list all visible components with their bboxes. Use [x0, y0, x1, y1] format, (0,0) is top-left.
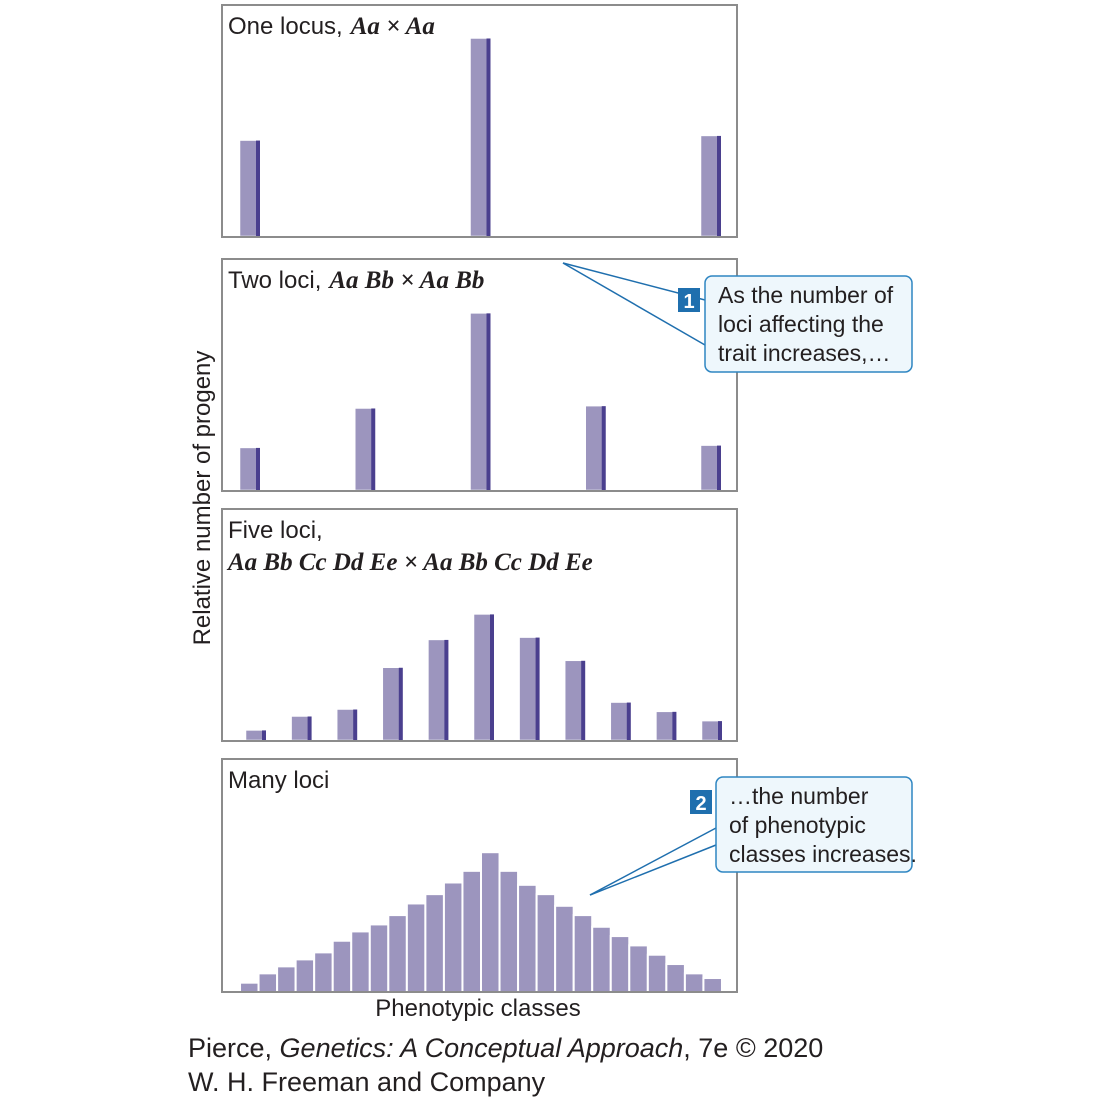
panel-title-text: One locus, [228, 13, 343, 40]
panel-frame [221, 758, 738, 993]
bar [405, 902, 427, 994]
credit-author: Pierce, [188, 1033, 280, 1063]
credit-publisher: W. H. Freeman and Company [188, 1067, 546, 1097]
callout-text: classes increases. [729, 841, 917, 867]
panel-frame [221, 4, 738, 238]
panel-title: Two loci, Aa Bb × Aa Bb [228, 267, 484, 294]
bar-shade [535, 637, 540, 741]
panel-title-text: Five loci, [228, 517, 323, 544]
bar [554, 904, 575, 993]
bar [368, 923, 390, 993]
bar [517, 883, 538, 994]
x-axis-label: Phenotypic classes [375, 995, 580, 1022]
bar [313, 951, 334, 994]
bar [591, 925, 612, 994]
callout-pointer [562, 262, 706, 346]
panel-title: Five loci, Aa Bb Cc Dd Ee × Aa Bb Cc Dd E… [226, 517, 593, 576]
bar-shade [601, 406, 606, 491]
bar-shade [353, 709, 358, 741]
callout-number: 2 [695, 793, 706, 815]
callout-box [715, 776, 913, 873]
panel-cross: Aa × Aa [349, 13, 435, 40]
panel-title: Many loci [228, 767, 329, 794]
callout-text: trait increases,… [718, 340, 891, 366]
bar [498, 869, 520, 994]
panel-title: One locus, Aa × Aa [228, 13, 435, 40]
bar [331, 939, 353, 993]
bar-shade [626, 702, 631, 741]
bar-shade [256, 140, 260, 237]
bar [702, 977, 723, 994]
callout-text: loci affecting the [718, 311, 884, 337]
callout-box [704, 275, 913, 373]
callout-pointer [589, 827, 717, 896]
bar-shade [490, 614, 494, 741]
panel-title-text: Many loci [228, 767, 329, 794]
callout-badge [690, 790, 712, 814]
bar [350, 930, 371, 993]
bar [239, 981, 260, 993]
panel-cross: Aa Bb Cc Dd Ee × Aa Bb Cc Dd Ee [226, 549, 593, 576]
bar [479, 851, 501, 994]
bar-shade [717, 135, 721, 237]
panel-cross: Aa Bb × Aa Bb [327, 267, 484, 294]
credit: Pierce, Genetics: A Conceptual Approach,… [188, 1033, 823, 1063]
bar [276, 965, 297, 993]
bar [387, 914, 408, 993]
bar-shade [486, 313, 491, 491]
bar [665, 963, 686, 993]
callout-pointer [589, 844, 717, 896]
y-axis-label: Relative number of progeny [189, 351, 216, 646]
bar [628, 944, 649, 994]
callout-badge [678, 288, 700, 312]
bar-shade [444, 639, 449, 741]
bar [609, 935, 631, 994]
bar [442, 881, 464, 993]
bar [257, 972, 279, 993]
bar [572, 914, 594, 993]
bar-shade [256, 447, 260, 491]
bar-shade [307, 716, 312, 741]
callout-text: of phenotypic [729, 812, 866, 838]
callout-text: …the number [729, 783, 869, 809]
credit-book: Genetics: A Conceptual Approach [280, 1033, 684, 1063]
bar-shade [398, 667, 403, 741]
bar [424, 893, 445, 994]
panel-title-text: Two loci, [228, 267, 321, 294]
panel-frame [221, 258, 738, 492]
bar-shade [581, 660, 586, 741]
bar [294, 958, 316, 994]
callout-number: 1 [683, 291, 694, 313]
bar-shade [718, 721, 722, 741]
credit-edition: , 7e © 2020 [683, 1033, 823, 1063]
bar [535, 893, 557, 994]
bar [683, 972, 705, 993]
panel-frame [221, 508, 738, 742]
bar-shade [672, 711, 677, 741]
bar [646, 953, 668, 993]
bar-shade [486, 38, 491, 238]
bar [461, 869, 483, 994]
bar-shade [717, 445, 721, 491]
callout-text: As the number of [718, 282, 894, 308]
bar-shade [262, 730, 266, 741]
bar-shade [371, 408, 376, 491]
